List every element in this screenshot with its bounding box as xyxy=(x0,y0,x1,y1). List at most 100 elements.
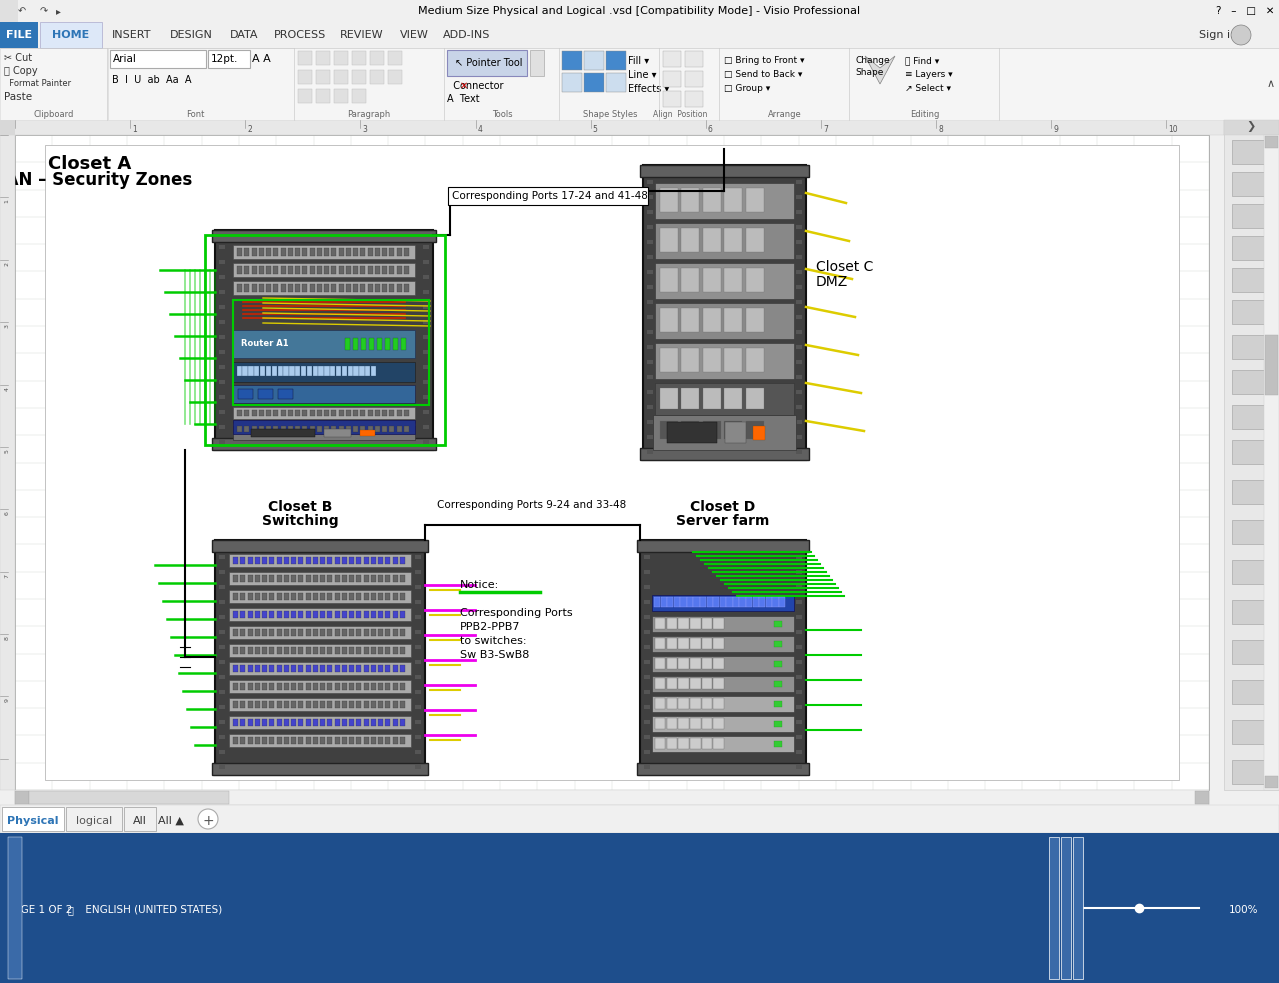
Bar xyxy=(298,89,312,103)
Bar xyxy=(1232,720,1271,744)
Bar xyxy=(363,665,368,672)
Bar xyxy=(212,540,428,552)
Bar xyxy=(298,701,303,708)
Bar xyxy=(327,719,333,726)
Bar xyxy=(219,245,225,249)
Bar xyxy=(262,611,267,618)
Bar xyxy=(219,410,225,414)
Bar xyxy=(689,698,701,709)
Bar xyxy=(382,284,388,292)
Bar xyxy=(0,22,1279,120)
Bar xyxy=(237,410,242,416)
Bar xyxy=(270,557,274,564)
Bar xyxy=(652,696,794,712)
Bar xyxy=(327,665,333,672)
Bar xyxy=(714,638,724,649)
Bar xyxy=(379,557,384,564)
Bar xyxy=(284,575,289,582)
Bar xyxy=(663,71,680,87)
Bar xyxy=(233,737,238,744)
Bar xyxy=(67,807,122,831)
Bar xyxy=(244,284,249,292)
Bar xyxy=(212,230,436,242)
Bar xyxy=(306,647,311,654)
Bar xyxy=(349,701,354,708)
Bar xyxy=(341,557,347,564)
Bar xyxy=(720,597,726,607)
Bar xyxy=(335,683,340,690)
Bar xyxy=(320,665,325,672)
Text: ?   –   □   ✕: ? – □ ✕ xyxy=(1215,6,1274,16)
Bar xyxy=(680,597,687,607)
Bar xyxy=(389,248,394,256)
Bar xyxy=(655,659,665,668)
Bar xyxy=(382,248,388,256)
Bar xyxy=(40,22,102,48)
Text: Connector: Connector xyxy=(446,81,504,91)
Bar xyxy=(379,647,384,654)
Text: Paste: Paste xyxy=(4,92,32,102)
Bar xyxy=(703,421,721,439)
Bar xyxy=(361,431,375,435)
Bar xyxy=(652,736,794,752)
Text: Align  Position: Align Position xyxy=(652,110,707,119)
Bar xyxy=(341,593,347,600)
Bar xyxy=(746,388,764,409)
Text: WAN – Security Zones: WAN – Security Zones xyxy=(0,171,192,189)
Bar xyxy=(237,426,242,432)
Bar xyxy=(266,284,271,292)
Text: INSERT: INSERT xyxy=(113,30,152,40)
Bar xyxy=(233,245,414,259)
Bar xyxy=(320,737,325,744)
Bar xyxy=(647,270,654,274)
Bar xyxy=(1232,600,1271,624)
Bar xyxy=(389,426,394,432)
Bar xyxy=(702,638,712,649)
Bar xyxy=(240,701,246,708)
Bar xyxy=(668,597,674,607)
Bar xyxy=(647,180,654,184)
Text: 2: 2 xyxy=(5,261,9,265)
Bar xyxy=(233,407,414,419)
Bar xyxy=(292,737,295,744)
Bar xyxy=(295,284,301,292)
Bar xyxy=(674,597,680,607)
Bar xyxy=(324,266,329,274)
Text: DATA: DATA xyxy=(230,30,258,40)
Bar xyxy=(341,647,347,654)
Bar xyxy=(229,716,411,729)
Text: 1: 1 xyxy=(132,125,137,134)
Bar xyxy=(371,737,376,744)
Bar xyxy=(335,629,340,636)
Bar xyxy=(645,765,650,769)
Text: Notice:: Notice: xyxy=(460,580,499,590)
Bar xyxy=(660,348,678,372)
Bar xyxy=(796,765,802,769)
Bar xyxy=(276,629,281,636)
Bar xyxy=(284,701,289,708)
Bar xyxy=(219,320,225,324)
Bar xyxy=(733,597,739,607)
Bar xyxy=(363,629,368,636)
Bar xyxy=(423,395,428,399)
Bar xyxy=(400,593,405,600)
Text: 1: 1 xyxy=(5,200,9,203)
Bar xyxy=(393,719,398,726)
Bar xyxy=(274,284,279,292)
Bar xyxy=(310,248,315,256)
Bar xyxy=(400,647,405,654)
Bar xyxy=(423,350,428,354)
Bar xyxy=(680,189,700,211)
Bar xyxy=(0,22,38,48)
Bar xyxy=(219,350,225,354)
Bar xyxy=(703,348,721,372)
Bar xyxy=(414,585,421,589)
Bar xyxy=(352,89,366,103)
Bar xyxy=(678,678,689,689)
Bar xyxy=(240,575,246,582)
Bar xyxy=(219,735,225,739)
Bar xyxy=(248,719,252,726)
Bar xyxy=(349,683,354,690)
Bar xyxy=(233,701,238,708)
Bar xyxy=(240,611,246,618)
